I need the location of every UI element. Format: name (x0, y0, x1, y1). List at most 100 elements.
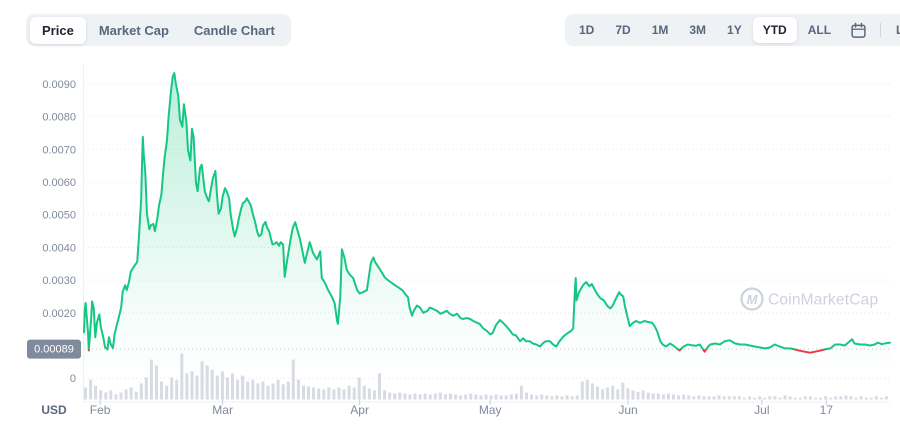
volume-bar (585, 379, 589, 400)
volume-bar (560, 396, 564, 400)
volume-bar (84, 387, 87, 400)
range-all[interactable]: ALL (798, 17, 841, 43)
volume-bar (834, 396, 838, 400)
volume-bar (99, 390, 103, 400)
volume-bar (530, 394, 534, 400)
tab-market-cap[interactable]: Market Cap (87, 17, 181, 44)
volume-bar (601, 389, 605, 400)
calendar-icon (851, 22, 866, 38)
volume-bar (170, 377, 174, 400)
volume-bar (874, 396, 878, 400)
volume-bar (580, 381, 584, 400)
x-axis-labels: Feb Mar Apr May Jun Jul 17 (90, 399, 834, 417)
coinmarketcap-logo-m: M (747, 292, 759, 307)
volume-bar (372, 390, 376, 400)
volume-bar (641, 390, 645, 400)
volume-bar (296, 379, 300, 400)
volume-bar (535, 395, 539, 400)
volume-bar (393, 393, 397, 400)
volume-bar (413, 393, 417, 400)
range-7d[interactable]: 7D (605, 17, 640, 43)
tab-price[interactable]: Price (30, 16, 86, 44)
volume-bar (509, 394, 513, 400)
volume-bar (362, 385, 366, 400)
x-tick-label: Jul (754, 403, 769, 417)
chart-type-tab-group: Price Market Cap Candle Chart (26, 14, 291, 46)
volume-bar (565, 395, 569, 400)
y-tick-label: 0.0020 (42, 308, 76, 320)
volume-bar (433, 393, 437, 400)
volume-bar (454, 394, 458, 400)
y-tick-label: 0.0040 (42, 242, 76, 254)
volume-bar (519, 385, 523, 400)
current-price-badge-bg (27, 339, 81, 359)
volume-bar (352, 387, 356, 400)
current-price-badge: 0.00089 (27, 339, 81, 359)
volume-bar (139, 383, 143, 400)
volume-bar (144, 377, 148, 400)
y-tick-label: 0.0090 (42, 79, 76, 91)
range-group-divider (880, 23, 882, 37)
volume-bar (327, 387, 331, 400)
volume-bar (484, 394, 488, 400)
volume-bar (155, 365, 158, 400)
watermark-text: CoinMarketCap (768, 292, 878, 309)
volume-bar (864, 397, 868, 400)
volume-bar (626, 388, 630, 400)
volume-bar (474, 394, 478, 400)
volume-bar (606, 387, 610, 400)
volume-bar (408, 394, 412, 400)
range-1y[interactable]: 1Y (717, 17, 752, 43)
unit-label: USD (41, 403, 67, 417)
y-axis-labels: 0.0090 0.0080 0.0070 0.0060 0.0050 0.0040 0.00… (42, 79, 76, 385)
volume-bar (682, 394, 686, 400)
volume-bar (504, 395, 508, 400)
volume-bar (596, 386, 599, 400)
volume-bar (849, 396, 853, 400)
range-1m[interactable]: 1M (642, 17, 679, 43)
tab-candle-chart[interactable]: Candle Chart (182, 17, 287, 44)
volume-bar (317, 388, 321, 400)
volume-bar (134, 391, 138, 400)
volume-bar (702, 396, 706, 400)
volume-bar (332, 389, 336, 400)
range-1d[interactable]: 1D (569, 17, 604, 43)
volume-bar (286, 381, 290, 400)
log-scale-button[interactable]: LOG (886, 17, 900, 43)
volume-bar (428, 394, 432, 400)
x-tick-label: Feb (90, 403, 111, 417)
volume-bar (271, 383, 275, 400)
volume-bar (677, 395, 681, 400)
volume-bar (869, 397, 873, 400)
volume-bar (798, 397, 802, 400)
volume-bar (149, 359, 153, 400)
volume-bar (824, 396, 828, 400)
volume-bar (119, 392, 123, 400)
volume-bar (611, 385, 615, 400)
price-line-up (83, 72, 891, 350)
volume-bar (438, 392, 442, 400)
volume-bar (322, 389, 326, 400)
y-tick-label: 0.0050 (42, 210, 76, 222)
volume-bar (312, 387, 316, 400)
volume-bar (347, 385, 351, 400)
volume-bar (200, 361, 204, 400)
volume-bar (763, 397, 767, 400)
volume-bar (753, 397, 757, 400)
y-tick-label: 0.0080 (42, 112, 76, 124)
volume-bar (879, 397, 883, 400)
volume-bar (717, 395, 721, 400)
volume-bar (651, 393, 655, 400)
volume-bar (545, 395, 549, 400)
volume-bar (803, 396, 807, 400)
volume-bar (748, 396, 752, 400)
range-3m[interactable]: 3M (679, 17, 716, 43)
volume-bar (195, 375, 199, 400)
x-tick-label: 17 (820, 403, 834, 417)
volume-bar (464, 394, 468, 400)
volume-bar (231, 373, 234, 400)
volume-bar (743, 397, 746, 400)
calendar-button[interactable] (842, 17, 875, 44)
range-ytd[interactable]: YTD (752, 17, 797, 43)
